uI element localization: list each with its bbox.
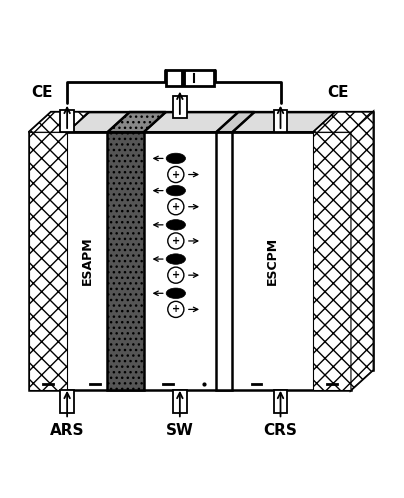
Polygon shape bbox=[29, 112, 373, 132]
Bar bbox=[60, 390, 74, 413]
Text: +: + bbox=[172, 270, 180, 280]
Text: ARS: ARS bbox=[50, 423, 84, 438]
Circle shape bbox=[168, 267, 184, 283]
Polygon shape bbox=[216, 112, 255, 132]
Bar bbox=[166, 70, 214, 86]
Text: CE: CE bbox=[31, 85, 53, 100]
Polygon shape bbox=[107, 112, 166, 132]
Bar bbox=[274, 390, 287, 413]
Text: ESAPM: ESAPM bbox=[81, 237, 94, 285]
Circle shape bbox=[168, 166, 184, 183]
Circle shape bbox=[168, 199, 184, 215]
Text: CE: CE bbox=[328, 85, 349, 100]
Polygon shape bbox=[29, 132, 351, 390]
Bar bbox=[173, 390, 187, 413]
Polygon shape bbox=[351, 112, 373, 390]
Ellipse shape bbox=[166, 254, 185, 264]
Text: CRS: CRS bbox=[263, 423, 297, 438]
Polygon shape bbox=[313, 132, 351, 390]
Polygon shape bbox=[29, 112, 89, 132]
Polygon shape bbox=[29, 132, 67, 390]
Text: SW: SW bbox=[166, 423, 194, 438]
Ellipse shape bbox=[166, 185, 185, 196]
Ellipse shape bbox=[166, 153, 185, 164]
Ellipse shape bbox=[166, 288, 185, 298]
Polygon shape bbox=[107, 132, 143, 390]
Ellipse shape bbox=[166, 220, 185, 230]
Polygon shape bbox=[51, 112, 373, 370]
Text: +: + bbox=[172, 236, 180, 246]
Circle shape bbox=[168, 301, 184, 317]
Polygon shape bbox=[313, 112, 373, 132]
Bar bbox=[60, 110, 74, 132]
Polygon shape bbox=[216, 132, 232, 390]
Polygon shape bbox=[351, 112, 373, 390]
Text: ESCPM: ESCPM bbox=[266, 237, 279, 285]
Text: +: + bbox=[172, 202, 180, 212]
Circle shape bbox=[168, 233, 184, 249]
Bar bbox=[274, 110, 287, 132]
Text: +: + bbox=[172, 169, 180, 179]
Text: +: + bbox=[172, 304, 180, 314]
Bar bbox=[173, 96, 187, 118]
